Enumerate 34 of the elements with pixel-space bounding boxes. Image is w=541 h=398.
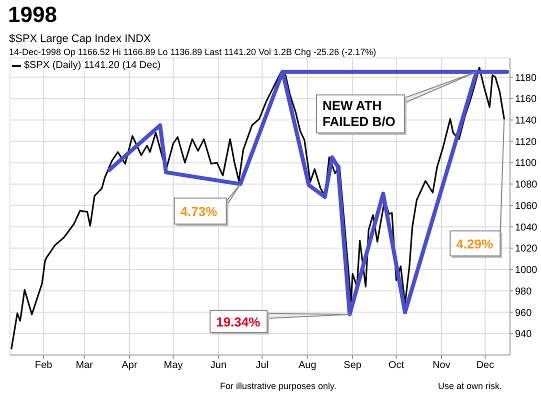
x-tick-label: May [164,360,183,372]
x-tick-label: Feb [34,360,53,372]
y-tick-label: 1100 [515,158,537,170]
x-tick-label: Jun [210,360,227,372]
y-tick-label: 1080 [515,180,538,191]
y-tick-label: 1180 [515,72,537,84]
y-tick-label: 1160 [515,94,537,106]
x-tick-label: Mar [76,360,94,372]
text: Use at own risk. [438,381,502,391]
x-tick-label: Apr [122,360,138,372]
annotation: 4.29% [456,236,494,252]
x-tick-label: Nov [432,360,450,372]
chart-subtitle: $SPX Large Cap Index INDX [9,33,151,45]
text: 14-Dec-1998 Op 1166.52 Hi 1166.89 Lo 1136.89 Last 1141.20 Vol 1.2B Chg -25.26 (-2.17%) [9,47,376,57]
y-tick-label: 1120 [515,136,537,148]
y-tick-label: 1060 [515,200,538,212]
x-tick-label: Oct [388,360,404,372]
y-tick-label: 1140 [515,116,537,127]
legend-label: $SPX (Daily) 1141.20 (14 Dec) [24,60,161,71]
x-tick-label: Aug [298,360,316,372]
x-tick-label: Jul [256,360,269,372]
y-tick-label: 1000 [515,265,538,276]
annotation: 4.73% [180,204,218,220]
y-tick-label: 980 [515,286,532,298]
y-tick-label: 1040 [515,222,538,234]
x-tick-label: Sep [344,360,362,372]
annotation: 19.34% [216,314,261,330]
chart-title: 1998 [8,2,57,28]
x-tick-label: Dec [476,360,494,372]
y-tick-label: 1020 [515,244,538,255]
y-tick-label: 940 [515,329,532,340]
text: For illustrative purposes only. [220,381,336,391]
annotation: NEW ATH FAILED B/O [322,98,396,129]
y-tick-label: 960 [515,308,532,319]
